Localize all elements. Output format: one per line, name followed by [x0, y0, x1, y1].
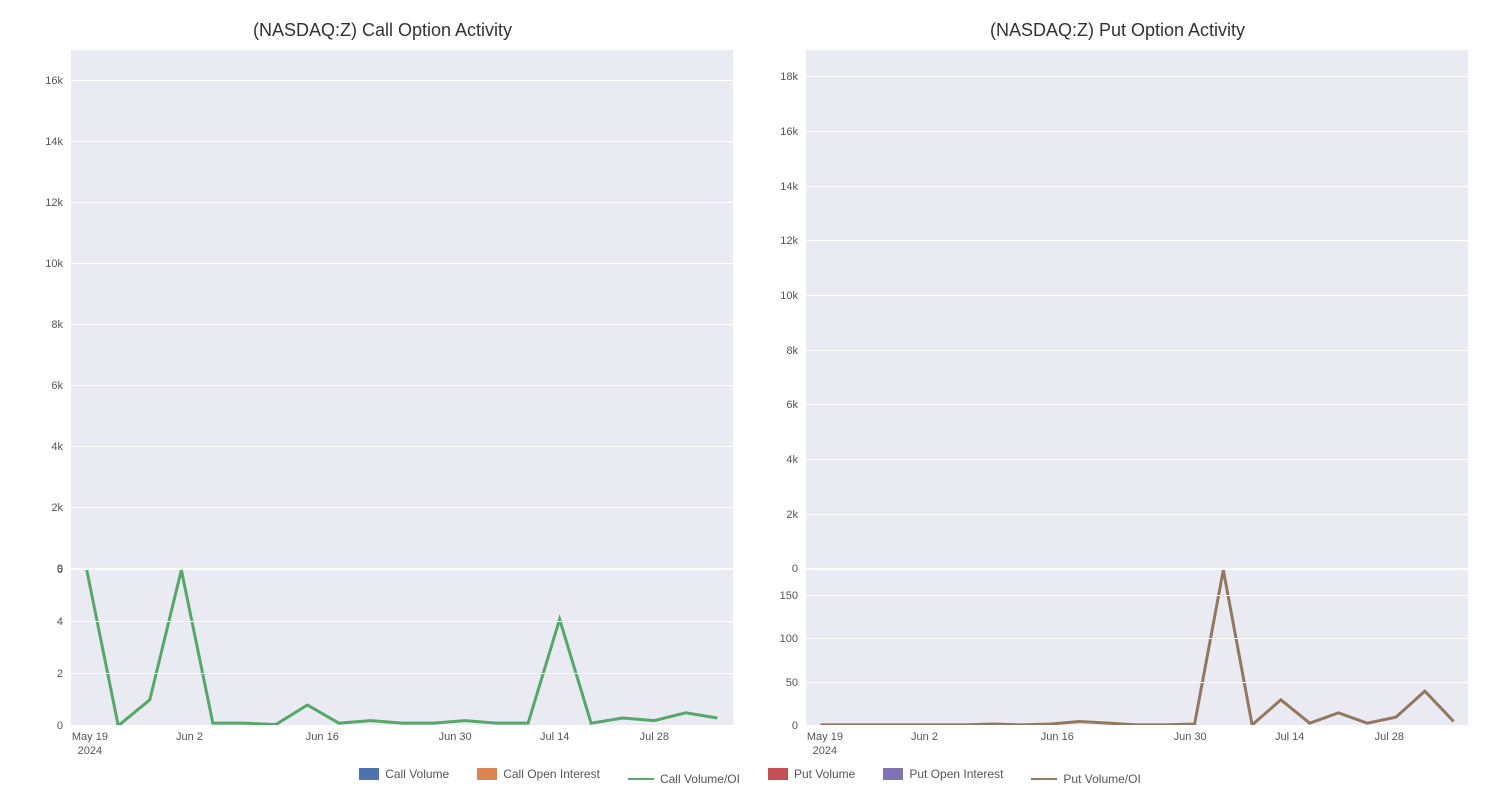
ytick-label: 16k — [780, 126, 798, 138]
legend-item: Call Open Interest — [477, 767, 600, 781]
xaxis-sublabel: 2024 — [813, 745, 837, 757]
left-line-panel: 0246 — [70, 570, 734, 727]
xtick-label: Jun 16 — [1041, 731, 1074, 743]
left-line-svg — [71, 570, 733, 726]
legend-label: Call Open Interest — [503, 767, 600, 781]
left-plot-stack: 02k4k6k8k10k12k14k16k 0246 May 19 Jun 2 Ju… — [70, 49, 735, 761]
figure: (NASDAQ:Z) Call Option Activity 02k4k6k8… — [0, 0, 1500, 800]
ytick-label: 2k — [51, 502, 63, 514]
ratio-line — [820, 570, 1453, 725]
ytick-label: 14k — [780, 181, 798, 193]
legend-line-icon — [628, 778, 654, 780]
ytick-label: 0 — [792, 720, 798, 732]
legend-swatch — [359, 768, 379, 780]
right-xaxis: May 19 Jun 2 Jun 16 Jun 30 Jul 14 Jul 28 2024 — [805, 727, 1469, 761]
charts-row: (NASDAQ:Z) Call Option Activity 02k4k6k8… — [0, 0, 1500, 761]
ytick-label: 14k — [45, 136, 63, 148]
xtick-label: Jun 16 — [306, 731, 339, 743]
left-bars-area — [71, 50, 733, 569]
ytick-label: 4k — [786, 454, 798, 466]
ytick-label: 50 — [786, 677, 798, 689]
legend-swatch — [768, 768, 788, 780]
xtick-label: Jun 30 — [1174, 731, 1207, 743]
xtick-label: Jun 30 — [439, 731, 472, 743]
legend-swatch — [883, 768, 903, 780]
left-title: (NASDAQ:Z) Call Option Activity — [30, 20, 735, 41]
legend-label: Put Open Interest — [909, 767, 1003, 781]
left-bar-panel: 02k4k6k8k10k12k14k16k — [70, 49, 734, 570]
xtick-label: May 19 — [807, 731, 843, 743]
legend-line-icon — [1031, 778, 1057, 780]
legend-item: Call Volume — [359, 767, 449, 781]
ytick-label: 6 — [57, 564, 63, 576]
left-xaxis: May 19 Jun 2 Jun 16 Jun 30 Jul 14 Jul 28 2024 — [70, 727, 734, 761]
ytick-label: 18k — [780, 71, 798, 83]
xtick-label: Jul 14 — [540, 731, 569, 743]
ytick-label: 16k — [45, 75, 63, 87]
legend-swatch — [477, 768, 497, 780]
right-bars-area — [806, 50, 1468, 569]
ytick-label: 10k — [780, 290, 798, 302]
legend-item: Call Volume/OI — [628, 772, 740, 786]
right-column: (NASDAQ:Z) Put Option Activity 02k4k6k8k… — [765, 20, 1470, 761]
xtick-label: Jun 2 — [911, 731, 938, 743]
right-title: (NASDAQ:Z) Put Option Activity — [765, 20, 1470, 41]
xaxis-sublabel: 2024 — [78, 745, 102, 757]
ytick-label: 6k — [786, 399, 798, 411]
ytick-label: 0 — [57, 720, 63, 732]
ytick-label: 0 — [792, 563, 798, 575]
ytick-label: 6k — [51, 380, 63, 392]
ytick-label: 2k — [786, 509, 798, 521]
right-bar-panel: 02k4k6k8k10k12k14k16k18k — [805, 49, 1469, 570]
xtick-label: May 19 — [72, 731, 108, 743]
legend: Call Volume Call Open Interest Call Volume… — [0, 761, 1500, 800]
ytick-label: 100 — [780, 633, 798, 645]
ytick-label: 4 — [57, 616, 63, 628]
ytick-label: 12k — [45, 197, 63, 209]
ytick-label: 10k — [45, 258, 63, 270]
ytick-label: 8k — [786, 345, 798, 357]
right-line-svg — [806, 570, 1468, 726]
left-column: (NASDAQ:Z) Call Option Activity 02k4k6k8… — [30, 20, 735, 761]
ytick-label: 12k — [780, 235, 798, 247]
legend-item: Put Volume — [768, 767, 855, 781]
right-plot-stack: 02k4k6k8k10k12k14k16k18k 050100150 May 1… — [805, 49, 1470, 761]
legend-label: Call Volume/OI — [660, 772, 740, 786]
legend-item: Put Volume/OI — [1031, 772, 1140, 786]
xtick-label: Jun 2 — [176, 731, 203, 743]
ytick-label: 4k — [51, 441, 63, 453]
ytick-label: 150 — [780, 590, 798, 602]
legend-label: Put Volume — [794, 767, 855, 781]
xtick-label: Jul 14 — [1275, 731, 1304, 743]
xtick-label: Jul 28 — [1375, 731, 1404, 743]
xtick-label: Jul 28 — [640, 731, 669, 743]
legend-label: Call Volume — [385, 767, 449, 781]
legend-item: Put Open Interest — [883, 767, 1003, 781]
ratio-line — [87, 570, 717, 726]
right-line-panel: 050100150 — [805, 570, 1469, 727]
ytick-label: 2 — [57, 668, 63, 680]
ytick-label: 8k — [51, 319, 63, 331]
legend-label: Put Volume/OI — [1063, 772, 1140, 786]
